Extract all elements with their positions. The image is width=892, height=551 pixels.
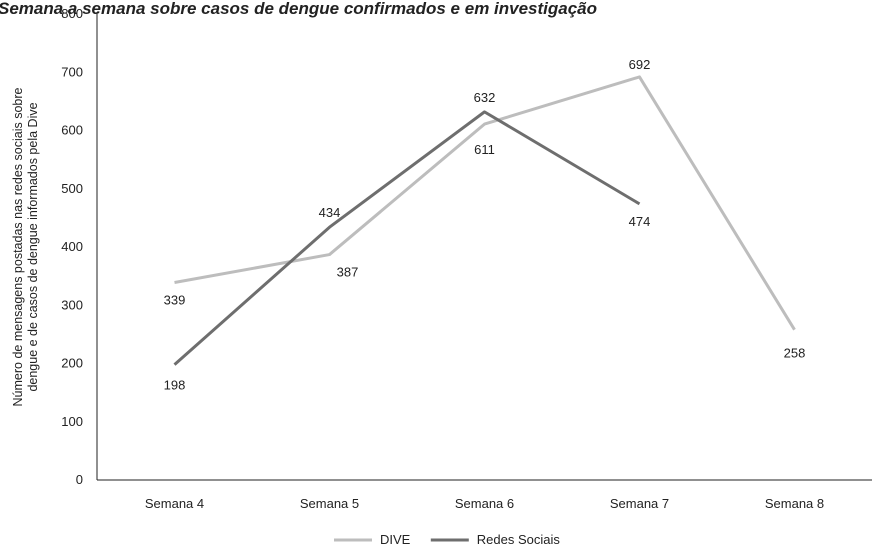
y-tick-label: 500 — [61, 181, 83, 196]
x-axis-ticks: Semana 4 Semana 5 Semana 6 Semana 7 Semana 8 — [145, 496, 824, 511]
data-labels: 339 387 611 692 258 198 434 632 474 — [164, 57, 806, 393]
y-tick-label: 200 — [61, 356, 83, 371]
y-axis-ticks: 0 100 200 300 400 500 600 700 800 — [61, 6, 83, 487]
y-tick-label: 300 — [61, 297, 83, 312]
legend: DIVE Redes Sociais — [334, 532, 560, 547]
data-label: 198 — [164, 378, 186, 393]
series-lines — [173, 75, 796, 366]
data-label: 692 — [629, 57, 651, 72]
x-tick-label: Semana 7 — [610, 496, 669, 511]
data-label: 258 — [784, 346, 806, 361]
y-tick-label: 800 — [61, 6, 83, 21]
y-axis-title-line: Número de mensagens postadas nas redes s… — [11, 87, 25, 406]
series-line — [174, 75, 796, 331]
legend-label: DIVE — [380, 532, 411, 547]
chart-title: Semana a semana sobre casos de dengue co… — [0, 0, 597, 18]
x-tick-label: Semana 6 — [455, 496, 514, 511]
y-tick-label: 700 — [61, 64, 83, 79]
y-tick-label: 600 — [61, 123, 83, 138]
data-label: 339 — [164, 293, 186, 308]
y-axis-title-line: dengue e de casos de dengue informados p… — [26, 102, 40, 391]
data-label: 474 — [629, 214, 651, 229]
x-tick-label: Semana 4 — [145, 496, 204, 511]
x-tick-label: Semana 5 — [300, 496, 359, 511]
data-label: 632 — [474, 90, 496, 105]
y-tick-label: 0 — [76, 472, 83, 487]
legend-label: Redes Sociais — [477, 532, 561, 547]
y-axis-title: Número de mensagens postadas nas redes s… — [11, 87, 40, 406]
data-label: 387 — [337, 265, 359, 280]
x-tick-label: Semana 8 — [765, 496, 824, 511]
y-tick-label: 100 — [61, 414, 83, 429]
data-label: 434 — [319, 205, 341, 220]
series-line — [173, 110, 641, 366]
y-tick-label: 400 — [61, 239, 83, 254]
data-label: 611 — [474, 142, 495, 157]
